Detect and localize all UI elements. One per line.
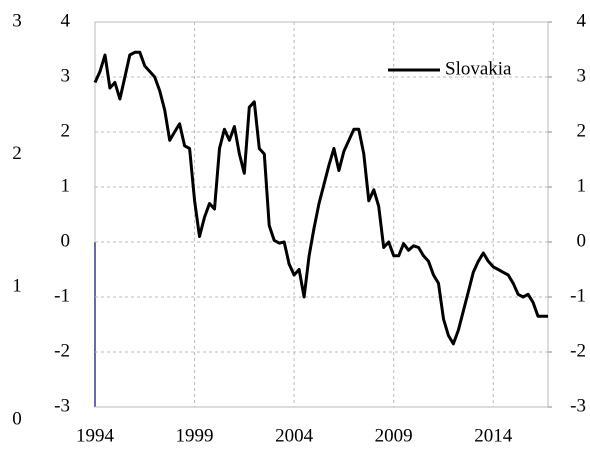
x-tick-label: 1999 <box>176 425 214 446</box>
y2-tick-label: -1 <box>570 285 586 306</box>
y2-tick-label: -2 <box>570 340 586 361</box>
y-tick-label: 4 <box>61 10 71 31</box>
y3-tick-label: 3 <box>12 10 22 31</box>
y2-tick-label: 2 <box>577 120 587 141</box>
x-tick-label: 2014 <box>474 425 513 446</box>
y-tick-label: 0 <box>61 230 71 251</box>
y-tick-label: -2 <box>54 340 70 361</box>
y3-tick-label: 1 <box>12 276 22 297</box>
plot-frame <box>94 21 549 408</box>
y3-tick-label: 2 <box>12 143 22 164</box>
y3-tick-label: 0 <box>12 408 22 429</box>
y-tick-label: 2 <box>61 120 71 141</box>
y-tick-label: 1 <box>61 175 71 196</box>
legend-label: Slovakia <box>445 58 512 79</box>
x-tick-label: 1994 <box>76 425 115 446</box>
x-tick-label: 2004 <box>275 425 314 446</box>
y2-tick-label: 1 <box>577 175 587 196</box>
data-line <box>93 50 548 346</box>
y2-tick-label: 4 <box>577 10 587 31</box>
y2-tick-label: 0 <box>577 230 587 251</box>
y-tick-label: -1 <box>54 285 70 306</box>
y2-tick-label: -3 <box>570 395 586 416</box>
y-tick-label: 3 <box>61 65 71 86</box>
y2-tick-label: 3 <box>577 65 587 86</box>
x-tick-label: 2009 <box>375 425 413 446</box>
y-tick-label: -3 <box>54 395 70 416</box>
